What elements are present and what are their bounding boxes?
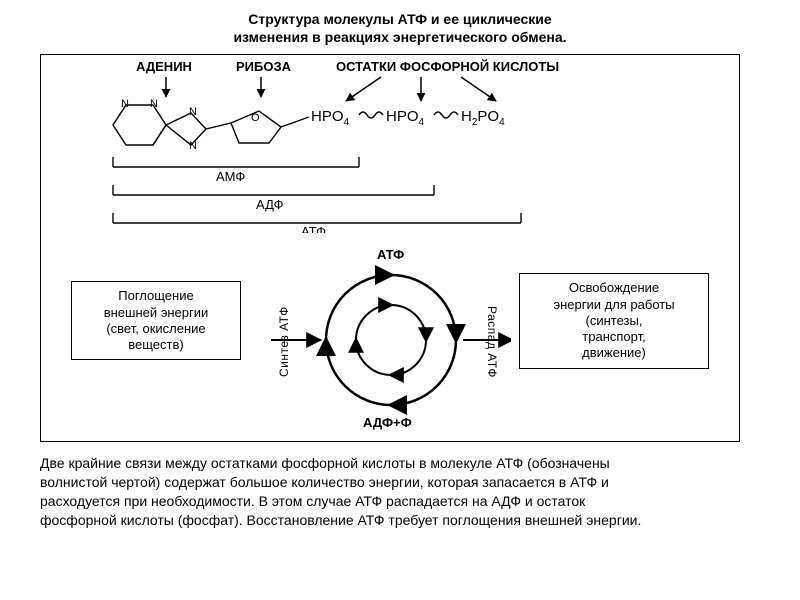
diagram-frame: АДЕНИН РИБОЗА ОСТАТКИ ФОСФОРНОЙ КИСЛОТЫ bbox=[40, 54, 740, 442]
label-adp: АДФ bbox=[256, 197, 284, 212]
explanatory-text: Две крайние связи между остатками фосфор… bbox=[40, 454, 660, 530]
cycle-svg bbox=[271, 245, 511, 435]
svg-text:O: O bbox=[251, 112, 260, 124]
label-phosphate: ОСТАТКИ ФОСФОРНОЙ КИСЛОТЫ bbox=[336, 59, 559, 74]
svg-text:N: N bbox=[189, 140, 197, 152]
title: Структура молекулы АТФ и ее циклические … bbox=[40, 10, 760, 46]
svg-text:N: N bbox=[189, 106, 197, 118]
title-line-2: изменения в реакциях энергетического обм… bbox=[233, 29, 566, 45]
svg-text:H2PO4: H2PO4 bbox=[461, 108, 505, 128]
svg-text:N: N bbox=[150, 98, 158, 110]
svg-text:N: N bbox=[121, 98, 129, 110]
title-line-1: Структура молекулы АТФ и ее циклические bbox=[248, 11, 551, 27]
label-amp: АМФ bbox=[216, 169, 245, 184]
box-energy-absorption: Поглощение внешней энергии (свет, окисле… bbox=[71, 281, 241, 360]
label-ribose: РИБОЗА bbox=[236, 59, 291, 74]
cycle-area: Поглощение внешней энергии (свет, окисле… bbox=[41, 245, 739, 435]
page: Структура молекулы АТФ и ее циклические … bbox=[0, 0, 800, 600]
svg-text:HPO4: HPO4 bbox=[311, 108, 350, 128]
box-energy-release: Освобождение энергии для работы (синтезы… bbox=[519, 273, 709, 368]
label-atp: АТФ bbox=[301, 224, 326, 233]
label-adenine: АДЕНИН bbox=[136, 59, 192, 74]
svg-text:HPO4: HPO4 bbox=[386, 108, 425, 128]
structure-svg: N N N N O HPO4 HPO4 H2PO4 bbox=[81, 73, 701, 233]
